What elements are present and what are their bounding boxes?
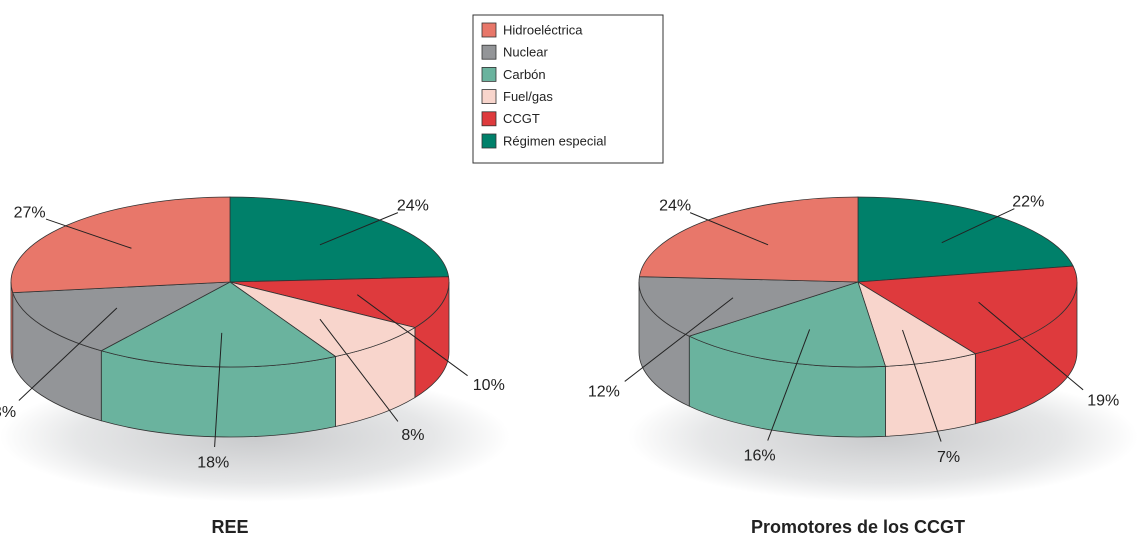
pie-caption: REE: [211, 517, 248, 537]
data-label: 18%: [197, 455, 229, 472]
data-label: 8%: [401, 427, 424, 444]
pie-side: [10, 281, 14, 363]
legend-label: Carbón: [503, 67, 546, 82]
data-label: 24%: [659, 198, 691, 215]
leader-line: [624, 297, 734, 382]
legend-label: CCGT: [503, 111, 540, 126]
pie-slice: [100, 281, 337, 368]
leader-line: [214, 332, 223, 448]
legend-box: [472, 14, 664, 164]
legend-swatch: [481, 133, 497, 149]
legend-label: Régimen especial: [503, 133, 606, 148]
leader-line: [767, 329, 811, 441]
leader-line: [689, 212, 769, 246]
data-label: 10%: [473, 377, 505, 394]
leader-line: [902, 329, 942, 442]
data-label: 19%: [1087, 392, 1119, 409]
legend-swatch: [481, 22, 497, 38]
legend-label: Hidroeléctrica: [503, 22, 583, 37]
pie-slice: [229, 281, 416, 357]
pie-caption: Promotores de los CCGT: [751, 517, 965, 537]
leader-line: [45, 218, 132, 249]
data-label: 7%: [937, 449, 960, 466]
leader-line: [18, 307, 118, 401]
data-label: 27%: [14, 205, 46, 222]
pie-side: [885, 353, 976, 437]
data-label: 16%: [744, 448, 776, 465]
pie-slice: [229, 276, 450, 328]
leader-line: [978, 301, 1084, 391]
data-label: 24%: [397, 198, 429, 215]
data-label: 13%: [0, 404, 16, 421]
legend-label: Nuclear: [503, 45, 548, 60]
pie-slice: [856, 265, 1078, 355]
legend-swatch: [481, 67, 497, 82]
pie-slice: [688, 281, 886, 368]
leader-line: [319, 318, 399, 422]
legend-swatch: [481, 44, 497, 60]
legend-label: Fuel/gas: [503, 89, 553, 104]
pie-slice: [638, 276, 859, 337]
leader-line: [356, 294, 468, 377]
legend-swatch: [481, 111, 497, 127]
leader-line: [319, 212, 399, 246]
data-label: 22%: [1012, 193, 1044, 210]
pie-slice: [12, 281, 231, 352]
data-label: 12%: [588, 383, 620, 400]
leader-line: [941, 208, 1015, 244]
legend-swatch: [481, 89, 497, 104]
